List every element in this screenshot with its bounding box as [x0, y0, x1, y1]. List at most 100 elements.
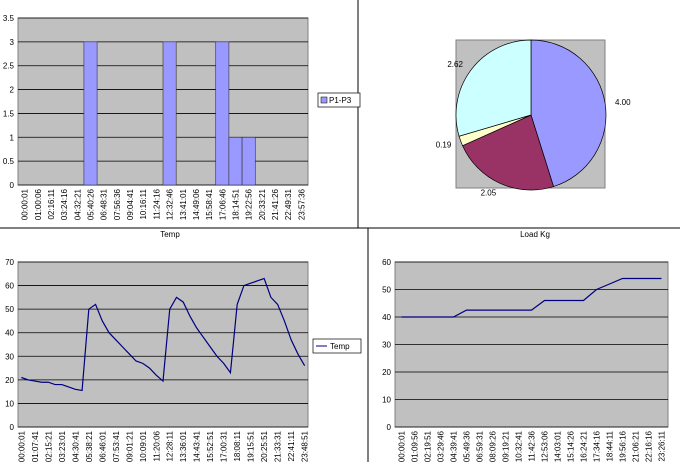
line-series — [401, 277, 662, 318]
x-tick-label: 16:24:21 — [580, 430, 589, 462]
x-tick-label: 09:19:21 — [502, 430, 511, 462]
data-label: 0.19 — [436, 141, 452, 150]
x-tick-label: 18:08:11 — [233, 430, 242, 461]
x-tick-label: 10:16:11 — [139, 188, 148, 219]
x-tick-label: 18:44:11 — [606, 430, 615, 461]
y-tick-label: 3 — [10, 38, 15, 47]
x-tick-label: 07:53:41 — [112, 430, 121, 462]
bar — [228, 136, 243, 186]
x-tick-label: 15:52:51 — [206, 430, 215, 462]
x-tick-label: 14:43:41 — [193, 430, 202, 462]
y-tick-label: 60 — [5, 282, 14, 291]
legend-swatch — [320, 96, 328, 104]
y-tick-label: 50 — [5, 305, 14, 314]
x-tick-label: 09:01:21 — [125, 430, 134, 462]
y-tick-label: 3.5 — [3, 14, 15, 23]
x-tick-label: 00:00:01 — [17, 430, 26, 462]
x-tick-label: 15:58:41 — [205, 188, 214, 220]
pie-slice — [530, 39, 607, 187]
y-tick-label: 1.5 — [3, 109, 15, 118]
x-tick-label: 12:53:06 — [541, 430, 550, 462]
y-tick-label: 2 — [10, 86, 15, 95]
y-tick-label: 0 — [387, 423, 392, 432]
x-tick-label: 15:14:26 — [567, 430, 576, 462]
x-tick-label: 19:56:16 — [619, 430, 628, 462]
x-tick-label: 19:15:51 — [247, 430, 256, 462]
x-tick-label: 22:49:31 — [284, 188, 293, 220]
y-tick-label: 40 — [5, 329, 14, 338]
x-tick-label: 05:40:26 — [87, 188, 96, 220]
y-tick-label: 70 — [5, 258, 14, 267]
data-label: 4.00 — [615, 98, 631, 107]
chart-title: Load Kg — [520, 230, 550, 239]
data-label: 2.05 — [481, 189, 497, 198]
y-tick-label: 40 — [382, 313, 391, 322]
bar — [83, 41, 98, 186]
x-tick-label: 12:28:11 — [166, 430, 175, 461]
x-tick-label: 04:30:41 — [71, 430, 80, 462]
data-label: 2.62 — [447, 60, 463, 69]
x-tick-label: 10:32:41 — [515, 430, 524, 462]
x-tick-label: 17:00:31 — [220, 430, 229, 462]
x-tick-label: 13:36:01 — [179, 430, 188, 462]
x-tick-label: 23:26:11 — [658, 430, 667, 461]
x-tick-label: 03:29:46 — [437, 430, 446, 462]
x-tick-label: 02:19:51 — [424, 430, 433, 462]
x-tick-label: 11:20:06 — [152, 430, 161, 461]
pie-slice — [455, 39, 532, 137]
y-tick-label: 10 — [5, 399, 14, 408]
x-tick-label: 21:06:21 — [632, 430, 641, 462]
x-tick-label: 03:24:16 — [60, 188, 69, 220]
x-tick-label: 18:14:51 — [232, 188, 241, 220]
x-tick-label: 17:06:46 — [218, 188, 227, 220]
y-tick-label: 30 — [5, 352, 14, 361]
x-tick-label: 22:41:11 — [287, 430, 296, 461]
x-tick-label: 22:16:16 — [645, 430, 654, 462]
x-tick-label: 23:48:51 — [301, 430, 310, 462]
y-tick-label: 10 — [382, 396, 391, 405]
bar — [215, 41, 230, 186]
y-tick-label: 0.5 — [3, 157, 15, 166]
x-tick-label: 06:46:01 — [98, 430, 107, 462]
x-tick-label: 01:09:56 — [411, 430, 420, 462]
y-tick-label: 1 — [10, 133, 15, 142]
y-tick-label: 2.5 — [3, 62, 15, 71]
y-tick-label: 20 — [382, 368, 391, 377]
x-tick-label: 21:33:31 — [274, 430, 283, 462]
y-tick-label: 20 — [5, 376, 14, 385]
y-tick-label: 0 — [10, 181, 15, 190]
x-tick-label: 17:34:16 — [593, 430, 602, 462]
x-tick-label: 13:41:01 — [179, 188, 188, 220]
chart-title: Temp — [160, 230, 180, 239]
legend — [312, 338, 362, 354]
x-tick-label: 21:41:26 — [271, 188, 280, 220]
x-tick-label: 20:33:21 — [258, 188, 267, 220]
plot-area — [17, 261, 309, 428]
x-tick-label: 23:57:36 — [297, 188, 306, 220]
legend-label: Temp — [330, 342, 350, 351]
x-tick-label: 04:39:41 — [450, 430, 459, 462]
legend-label: P1-P3 — [329, 96, 352, 105]
x-tick-label: 01:00:06 — [34, 188, 43, 220]
x-tick-label: 05:38:21 — [85, 430, 94, 462]
x-tick-label: 20:25:51 — [260, 430, 269, 462]
x-tick-label: 06:48:31 — [100, 188, 109, 220]
x-tick-label: 03:23:01 — [58, 430, 67, 462]
x-tick-label: 00:00:01 — [398, 430, 407, 462]
x-tick-label: 01:07:41 — [31, 430, 40, 462]
x-tick-label: 07:56:36 — [113, 188, 122, 220]
y-tick-label: 50 — [382, 286, 391, 295]
bar — [162, 41, 177, 186]
y-tick-label: 30 — [382, 341, 391, 350]
x-tick-label: 04:32:21 — [73, 188, 82, 220]
legend — [317, 92, 361, 108]
x-tick-label: 19:22:56 — [245, 188, 254, 220]
x-tick-label: 09:04:41 — [126, 188, 135, 220]
x-tick-label: 05:49:36 — [463, 430, 472, 462]
y-tick-label: 60 — [382, 258, 391, 267]
x-tick-label: 10:09:01 — [139, 430, 148, 462]
x-tick-label: 14:49:06 — [192, 188, 201, 220]
x-tick-label: 02:15:21 — [44, 430, 53, 462]
bar — [241, 136, 256, 186]
